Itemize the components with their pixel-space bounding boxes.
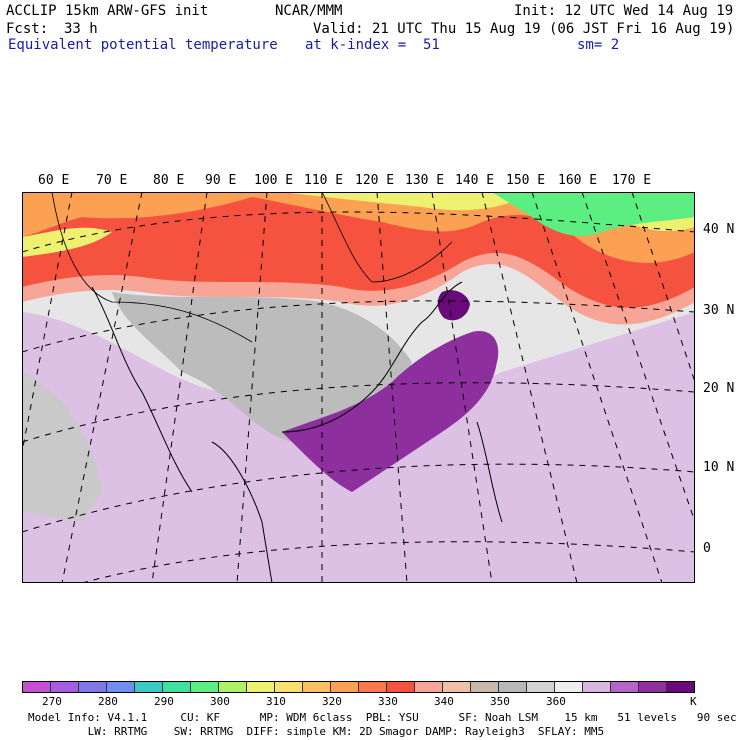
lon-label: 160 E [558,173,598,188]
lon-label: 130 E [405,173,445,188]
colorbar-swatch [163,682,191,692]
field-yellow-west [22,227,112,257]
colorbar-swatch [275,682,303,692]
lat-label: 0 [703,541,711,556]
colorbar-swatch [555,682,583,692]
graticule [22,192,695,583]
colorbar-label: 300 [210,695,230,708]
colorbar-label: 270 [42,695,62,708]
colorbar-swatch [527,682,555,692]
coastline [91,281,503,583]
organization-label: NCAR/MMM [275,3,343,19]
forecast-hour: 33 h [64,21,98,37]
smoothing-value: sm= 2 [577,37,620,53]
model-level: at k-index = 51 [305,37,440,53]
colorbar-unit: K [690,695,697,708]
colorbar-swatch [499,682,527,692]
colorbar-swatch [443,682,471,692]
lon-label: 60 E [38,173,70,188]
lon-label: 110 E [304,173,344,188]
init-time: Init: 12 UTC Wed 14 Aug 19 [514,3,734,19]
field-red-band [22,192,695,308]
colorbar-swatch [303,682,331,692]
lon-label: 140 E [455,173,495,188]
field-purple-core [282,331,499,492]
colorbar-swatch [639,682,667,692]
colorbar-swatch [583,682,611,692]
field-purple-japan [437,290,470,321]
colorbar-swatch [107,682,135,692]
colorbar-label: 320 [322,695,342,708]
colorbar-label: 360 [546,695,566,708]
valid-time: Valid: 21 UTC Thu 15 Aug 19 (06 JST Fri … [313,21,735,37]
model-info-line2: LW: RRTMG SW: RRTMG DIFF: simple KM: 2D … [28,725,605,738]
colorbar-label: 310 [266,695,286,708]
colorbar-swatch [219,682,247,692]
theta-e-map [22,192,695,583]
colorbar-swatch [471,682,499,692]
colorbar-label: 280 [98,695,118,708]
colorbar-label: 330 [378,695,398,708]
lon-label: 70 E [96,173,128,188]
colorbar-swatch [79,682,107,692]
colorbar-swatch [415,682,443,692]
field-name: Equivalent potential temperature [8,37,278,53]
forecast-label: Fcst: [6,21,49,37]
colorbar-swatch [23,682,51,692]
colorbar-label: 350 [490,695,510,708]
lon-label: 120 E [355,173,395,188]
colorbar-swatch [191,682,219,692]
lat-label: 40 N [703,222,735,237]
colorbar-swatch [359,682,387,692]
lon-label: 100 E [254,173,294,188]
colorbar-label: 290 [154,695,174,708]
lon-label: 80 E [153,173,185,188]
field-green-patch [492,192,695,237]
field-grey-india [22,372,102,522]
colorbar-label: 340 [434,695,454,708]
country-border [51,192,453,343]
map-frame [22,192,695,583]
lon-label: 90 E [205,173,237,188]
colorbar-swatch [611,682,639,692]
colorbar-swatch [135,682,163,692]
colorbar-swatch [331,682,359,692]
colorbar-swatch [667,682,694,692]
lat-label: 30 N [703,303,735,318]
colorbar-swatch [387,682,415,692]
field-grey-land [112,292,412,442]
colorbar-swatch [247,682,275,692]
lat-label: 10 N [703,460,735,475]
lon-label: 150 E [506,173,546,188]
lat-label: 20 N [703,381,735,396]
colorbar [22,681,695,693]
colorbar-swatch [51,682,79,692]
lon-label: 170 E [612,173,652,188]
model-title: ACCLIP 15km ARW-GFS init [6,3,209,19]
model-info-line1: Model Info: V4.1.1 CU: KF MP: WDM 6class… [28,711,737,724]
